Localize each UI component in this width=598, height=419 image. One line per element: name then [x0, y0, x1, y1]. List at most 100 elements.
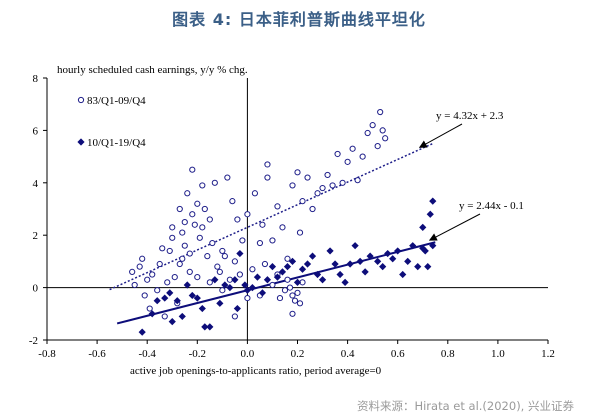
data-point-1983-2009 [314, 190, 321, 197]
data-point-2010-2019 [379, 263, 387, 271]
x-tick-label: -0.6 [88, 348, 106, 360]
y-axis-label: hourly scheduled cash earnings, y/y % ch… [57, 64, 248, 76]
x-tick-label: 0.4 [341, 348, 355, 360]
data-point-2010-2019 [178, 312, 186, 321]
data-point-2010-2019 [168, 318, 176, 326]
arrow-1983-2009 [418, 123, 463, 148]
data-point-2010-2019 [231, 276, 239, 284]
data-point-1983-2009 [181, 242, 188, 249]
data-point-2010-2019 [273, 273, 282, 281]
data-point-2010-2019 [399, 270, 407, 279]
data-point-1983-2009 [224, 174, 231, 181]
data-point-2010-2019 [331, 260, 339, 268]
data-point-1983-2009 [377, 108, 384, 116]
points-group [129, 108, 437, 336]
data-point-2010-2019 [308, 252, 317, 260]
legend-marker-diamond [77, 138, 85, 146]
data-point-1983-2009 [189, 166, 196, 173]
data-point-1983-2009 [374, 143, 381, 150]
data-point-1983-2009 [179, 229, 186, 236]
data-point-2010-2019 [424, 263, 432, 271]
data-point-1983-2009 [206, 216, 213, 223]
data-point-2010-2019 [183, 281, 191, 289]
data-point-1983-2009 [319, 184, 326, 192]
data-point-1983-2009 [296, 300, 304, 307]
data-point-2010-2019 [193, 294, 201, 302]
data-point-2010-2019 [429, 242, 437, 250]
x-tick-label: -0.8 [38, 348, 56, 360]
data-point-1983-2009 [186, 250, 193, 257]
data-point-2010-2019 [313, 270, 322, 279]
data-point-1983-2009 [244, 294, 251, 302]
annotations-group: y = 4.32x + 2.3 y = 2.44x - 0.1 [418, 110, 524, 241]
data-point-1983-2009 [149, 271, 156, 278]
data-point-2010-2019 [236, 249, 244, 258]
data-point-1983-2009 [216, 268, 223, 275]
data-point-1983-2009 [221, 253, 228, 260]
data-point-2010-2019 [298, 265, 307, 273]
data-point-1983-2009 [289, 310, 296, 317]
data-point-1983-2009 [159, 245, 166, 252]
y-tick-label: 2 [33, 230, 39, 242]
data-point-1983-2009 [129, 268, 136, 275]
data-point-1983-2009 [146, 305, 153, 312]
data-point-1983-2009 [194, 274, 201, 281]
data-point-1983-2009 [369, 122, 376, 129]
data-point-2010-2019 [426, 210, 434, 218]
data-point-1983-2009 [379, 127, 386, 134]
data-point-2010-2019 [374, 257, 382, 265]
data-point-1983-2009 [214, 263, 221, 270]
data-point-1983-2009 [274, 203, 281, 210]
data-point-1983-2009 [279, 224, 286, 231]
data-point-1983-2009 [359, 153, 366, 160]
phillips-curve-chart: -0.8 -0.6 -0.4 -0.2 0.0 0.2 0.4 0.6 0.8 1.0 1.2 -2 0… [29, 64, 555, 377]
data-point-1983-2009 [344, 158, 351, 165]
data-point-1983-2009 [154, 287, 161, 294]
data-point-1983-2009 [304, 174, 311, 181]
data-point-1983-2009 [382, 135, 389, 142]
data-point-1983-2009 [354, 177, 361, 184]
data-point-1983-2009 [176, 205, 183, 213]
data-point-1983-2009 [299, 198, 306, 205]
data-point-2010-2019 [419, 244, 427, 252]
y-tick-label: 0 [33, 283, 39, 295]
data-point-1983-2009 [231, 313, 238, 320]
x-axis-label: active job openings-to-applicants ratio,… [130, 365, 382, 377]
data-point-1983-2009 [139, 255, 146, 262]
data-point-2010-2019 [341, 278, 349, 286]
data-point-1983-2009 [251, 190, 259, 197]
data-point-2010-2019 [429, 197, 437, 205]
data-point-1983-2009 [284, 276, 291, 283]
data-point-1983-2009 [294, 289, 301, 296]
data-point-2010-2019 [216, 299, 224, 307]
data-point-1983-2009 [269, 281, 276, 289]
data-point-1983-2009 [296, 229, 304, 236]
data-point-2010-2019 [404, 257, 412, 265]
data-point-1983-2009 [291, 297, 299, 304]
data-point-1983-2009 [199, 182, 206, 189]
data-point-2010-2019 [241, 281, 249, 289]
x-tick-label: 0.0 [241, 348, 255, 360]
data-point-1983-2009 [179, 255, 186, 262]
data-point-2010-2019 [263, 276, 272, 284]
source-note: 资料来源：Hirata et al.(2020), 兴业证券 [356, 399, 574, 413]
data-point-1983-2009 [199, 224, 206, 231]
data-point-1983-2009 [236, 271, 243, 278]
x-tick-label: -0.2 [189, 348, 206, 360]
data-point-2010-2019 [258, 289, 267, 297]
data-point-1983-2009 [144, 276, 151, 283]
data-point-2010-2019 [188, 291, 196, 300]
data-point-1983-2009 [191, 221, 198, 228]
trendlines-group [109, 142, 436, 325]
data-point-1983-2009 [156, 260, 163, 268]
data-point-1983-2009 [256, 239, 264, 247]
data-point-2010-2019 [198, 304, 206, 313]
data-point-1983-2009 [276, 294, 284, 302]
data-point-2010-2019 [243, 286, 251, 294]
data-point-2010-2019 [384, 249, 392, 258]
data-point-1983-2009 [286, 284, 294, 291]
data-point-2010-2019 [248, 284, 257, 292]
data-point-2010-2019 [361, 268, 369, 276]
data-point-1983-2009 [141, 292, 148, 299]
data-point-1983-2009 [234, 216, 241, 223]
